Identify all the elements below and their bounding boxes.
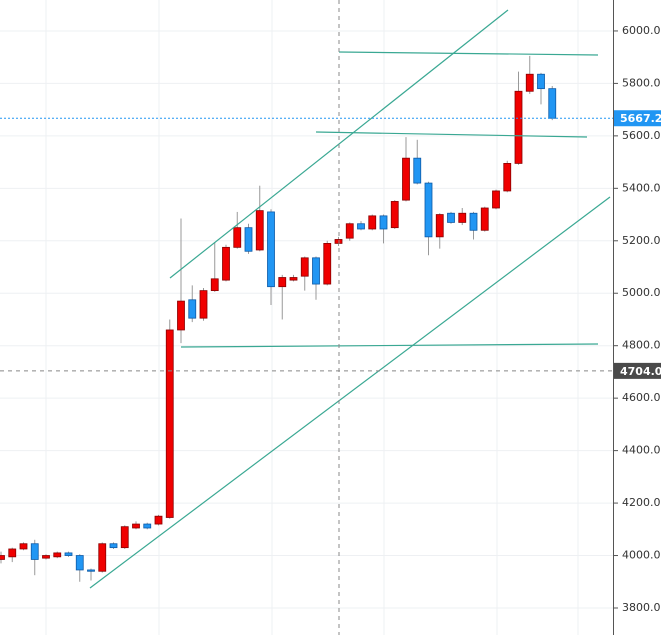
candle-body [188, 299, 197, 319]
candle-body [210, 278, 219, 292]
candles [0, 55, 557, 582]
crosshair-box [614, 362, 661, 379]
y-tick-label: 5800.0 [622, 76, 661, 89]
candle-body [368, 215, 377, 230]
candle-body [503, 163, 512, 192]
trend-line[interactable] [89, 196, 611, 589]
trend-line[interactable] [180, 343, 599, 348]
last-price-label: 5667.2 [620, 112, 662, 125]
candle-body [537, 73, 545, 90]
candle-body [19, 543, 28, 550]
y-tick-label: 4200.0 [622, 496, 661, 509]
last-price-box [614, 110, 661, 127]
candle-body [278, 277, 287, 288]
candle-body [75, 555, 84, 571]
candle-body [244, 227, 253, 252]
candle-body [413, 157, 422, 184]
candle-body [323, 243, 332, 285]
horizontal-grid [0, 30, 613, 609]
candle-body [233, 227, 242, 248]
candle-body [402, 157, 410, 201]
candle-body [109, 543, 118, 549]
candle-body [222, 246, 230, 281]
candle-body [42, 555, 50, 559]
candle-body [548, 88, 557, 119]
candle-body [87, 569, 95, 572]
candle-body [177, 300, 185, 331]
candle-body [312, 257, 320, 285]
y-tick-label: 5400.0 [622, 181, 661, 194]
candle-body [199, 290, 208, 319]
candle-body [30, 543, 39, 560]
y-tick-label: 5000.0 [622, 286, 661, 299]
candle-body [53, 552, 62, 558]
y-tick-label: 4800.0 [622, 339, 661, 352]
y-tick-label: 5200.0 [622, 234, 661, 247]
y-tick-label: 5600.0 [622, 129, 661, 142]
candle-body [447, 212, 455, 223]
crosshair-label: 4704.0 [620, 365, 663, 378]
candle-body [480, 207, 489, 231]
trend-line[interactable] [315, 131, 588, 138]
price-axis-labels: 3800.0 4000.0 4200.0 4400.0 4600.0 4800.0 5000… [613, 24, 661, 614]
candle-body [357, 223, 365, 230]
y-tick-label: 4000.0 [622, 549, 661, 562]
price-markers: 5667.2 4704.0 [0, 110, 663, 379]
candle-body [132, 523, 140, 529]
y-tick-label: 3800.0 [622, 601, 661, 614]
candle-body [492, 190, 500, 209]
candle-body [300, 257, 309, 277]
candle-body [469, 212, 478, 231]
candle-body [8, 548, 17, 558]
candle-body [165, 329, 174, 518]
candle-body [390, 201, 399, 229]
candle-body [154, 515, 163, 525]
candle-body [289, 277, 298, 281]
y-tick-label: 4400.0 [622, 444, 661, 457]
y-tick-label: 6000.0 [622, 24, 661, 37]
candle-body [64, 552, 73, 556]
candle-body [0, 555, 5, 560]
price-axis [613, 0, 665, 635]
trend-line[interactable] [338, 51, 599, 56]
candle-body [255, 210, 264, 251]
candle-body [379, 215, 388, 230]
y-tick-label: 4600.0 [622, 391, 661, 404]
candle-body [435, 214, 444, 238]
candle-body [424, 182, 433, 238]
candle-body [345, 223, 354, 239]
vertical-grid [45, 0, 579, 635]
candle-body [458, 212, 467, 223]
candle-body [514, 90, 523, 164]
candle-body [98, 543, 107, 572]
candle-body [525, 73, 534, 92]
candle-body [120, 526, 129, 549]
candle-body [267, 211, 275, 288]
candle-body [143, 523, 152, 529]
